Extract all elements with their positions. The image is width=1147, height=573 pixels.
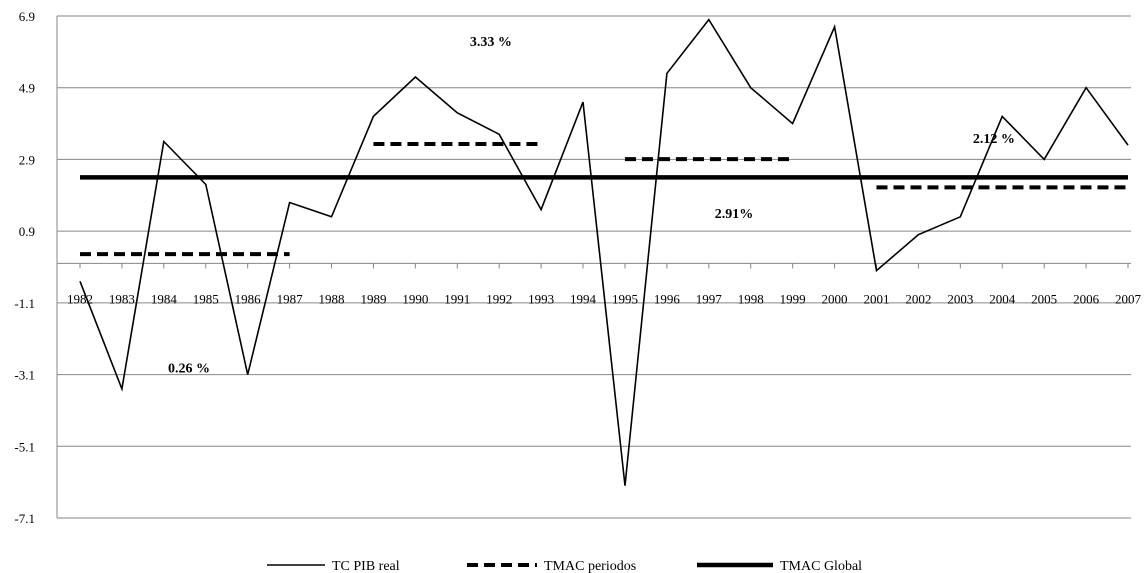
x-tick-label: 1995 <box>612 291 638 306</box>
y-tick-label: -5.1 <box>14 439 35 454</box>
x-axis-ticks: 1982 1983 1984 1985 1986 1987 1988 1989 1990 1991… <box>67 263 1142 306</box>
y-tick-label: -3.1 <box>14 368 35 383</box>
legend-label: TMAC Global <box>780 559 862 573</box>
x-tick-label: 1990 <box>402 291 428 306</box>
y-tick-label: 0.9 <box>19 224 35 239</box>
x-tick-label: 2006 <box>1073 291 1100 306</box>
annotations-layer: 0.26 % 3.33 % 2.91% 2.12 % <box>168 35 1015 376</box>
x-tick-label: 1983 <box>109 291 135 306</box>
x-tick-label: 2007 <box>1115 291 1142 306</box>
series-line-tc-pib-real <box>79 18 1129 486</box>
y-axis-ticks: 6.9 4.9 2.9 0.9 -1.1 -3.1 -5.1 -7.1 <box>14 9 35 526</box>
x-tick-label: 1982 <box>67 291 93 306</box>
x-tick-label: 2003 <box>947 291 973 306</box>
x-tick-label: 1993 <box>528 291 554 306</box>
x-tick-label: 1997 <box>696 291 723 306</box>
legend: TC PIB real TMAC periodos TMAC Global <box>267 559 862 573</box>
x-tick-label: 2001 <box>863 291 889 306</box>
x-tick-label: 1996 <box>654 291 681 306</box>
legend-label: TC PIB real <box>332 559 400 573</box>
annotation-label: 3.33 % <box>470 35 512 50</box>
x-tick-label: 1987 <box>277 291 304 306</box>
x-tick-label: 2002 <box>905 291 931 306</box>
x-tick-label: 1992 <box>486 291 512 306</box>
y-tick-label: 4.9 <box>19 81 35 96</box>
y-tick-label: 2.9 <box>19 152 35 167</box>
x-tick-label: 1998 <box>738 291 764 306</box>
series-layer <box>79 18 1129 486</box>
x-tick-label: 1989 <box>360 291 386 306</box>
x-tick-label: 1999 <box>780 291 806 306</box>
x-tick-label: 2005 <box>1031 291 1057 306</box>
x-tick-label: 2004 <box>989 291 1016 306</box>
x-tick-label: 2000 <box>822 291 848 306</box>
x-tick-label: 1991 <box>444 291 470 306</box>
x-tick-label: 1985 <box>193 291 219 306</box>
x-tick-label: 1984 <box>151 291 178 306</box>
annotation-label: 2.91% <box>715 207 754 222</box>
legend-label: TMAC periodos <box>544 559 636 573</box>
x-tick-label: 1994 <box>570 291 597 306</box>
y-tick-label: 6.9 <box>19 9 35 24</box>
annotation-label: 2.12 % <box>973 132 1015 147</box>
x-tick-label: 1986 <box>235 291 262 306</box>
annotation-label: 0.26 % <box>168 361 210 376</box>
x-tick-label: 1988 <box>319 291 345 306</box>
y-tick-label: -7.1 <box>14 511 35 526</box>
y-tick-label: -1.1 <box>14 296 35 311</box>
gridlines <box>56 15 1131 519</box>
